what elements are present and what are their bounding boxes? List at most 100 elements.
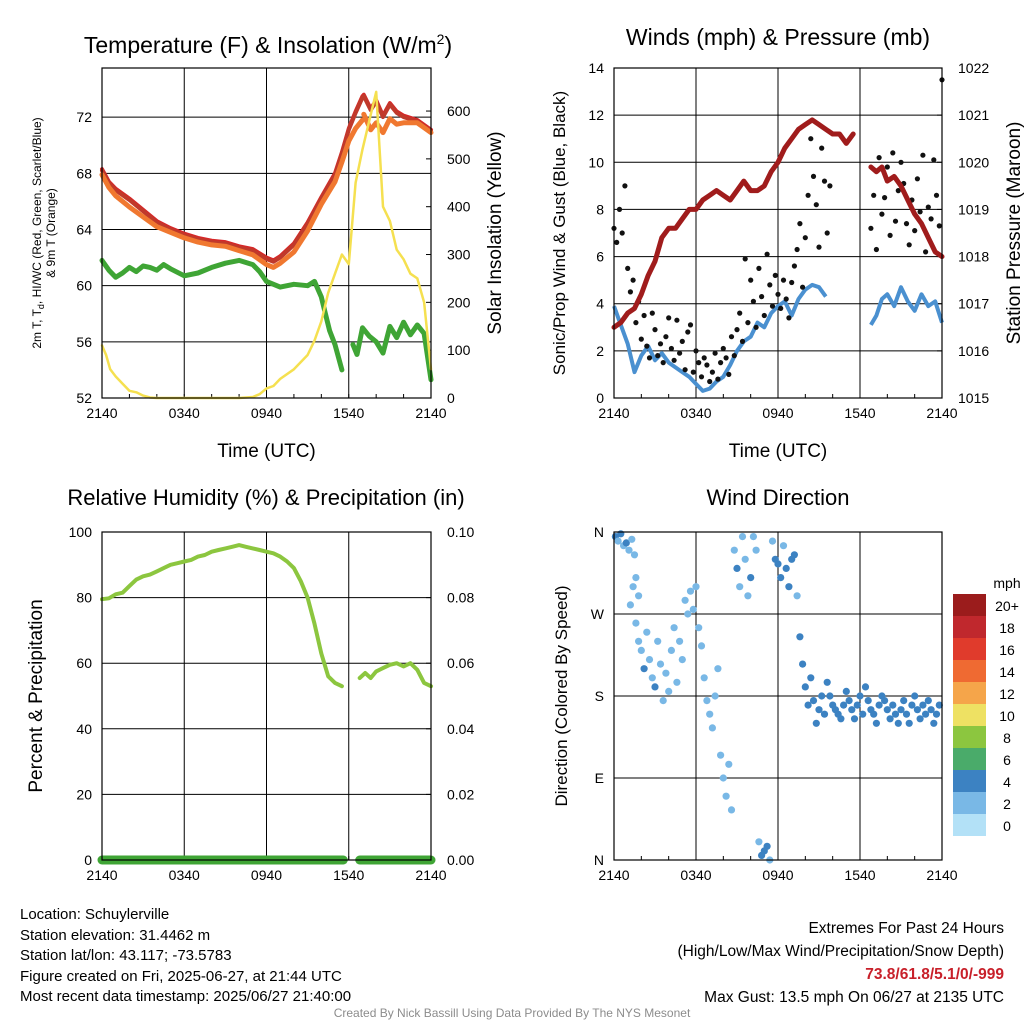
wdir-point [850,715,859,723]
winds-gust-point [753,324,759,330]
wdir-legend-label: 6 [1003,752,1011,768]
wdir-point [872,719,881,727]
temp-x-tick-label: 1540 [333,405,364,421]
wdir-point [922,710,930,718]
winds-y2-tick-label: 1018 [958,249,989,265]
temp-y2-tick-label: 400 [447,199,471,215]
wdir-x-tick-label: 2140 [598,867,629,883]
winds-y-tick-label: 4 [596,296,604,312]
rh-y-tick-label: 80 [76,590,92,606]
winds-gust-point [646,355,653,361]
winds-plot-border [613,67,943,399]
wdir-point [845,697,853,705]
temp-y-tick-label: 64 [76,221,92,237]
wdir-point [861,683,870,691]
winds-y-tick-label: 14 [588,60,604,76]
wdir-point [630,551,639,559]
extremes-subheading: (High/Low/Max Wind/Precipitation/Snow De… [677,943,1005,960]
figure-created: Figure created on Fri, 2025-06-27, at 21… [20,967,342,985]
winds-gust-point [802,235,808,241]
temp-y-tick-label: 68 [76,165,92,181]
winds-gust-point [614,239,620,245]
wdir-point [848,706,856,714]
wdir-legend-swatch [953,616,986,638]
winds-gust-point [923,249,929,255]
winds-gust-point [696,360,702,366]
wdir-point [635,592,643,600]
wdir-point [700,674,708,682]
temp-y-label-part: 2m T, T [30,308,44,348]
winds-gust-point [778,305,784,311]
wdir-point [807,674,815,682]
winds-series-pressure [868,164,945,260]
winds-gust-point [707,378,713,385]
rh-x-tick-label: 0940 [251,867,282,883]
winds-x-tick-label: 2140 [926,405,957,421]
wdir-point [818,692,826,700]
wdir-legend-swatch [953,770,986,792]
wdir-legend-label: 10 [999,708,1015,724]
wdir-point [628,535,636,543]
wdir-point [864,697,872,705]
wdir-point [711,692,719,700]
temp-x-tick-label: 2140 [86,405,117,421]
wdir-point [651,683,659,691]
rh-y2-tick-label: 0.04 [447,721,474,737]
wdir-plot-border [613,531,943,861]
wdir-point [667,646,676,655]
wdir-point [632,574,640,582]
temp-y-tick-label: 60 [76,278,92,294]
rh-x-tick-label: 2140 [415,867,446,883]
wdir-point [625,546,633,554]
wdir-legend-label: 14 [999,664,1015,680]
wdir-point [648,674,656,682]
wdir-point [919,701,927,709]
temp-plot-border [101,67,432,399]
wdir-point [665,687,673,696]
winds-gust-point [933,192,940,198]
winds-gust-point [895,188,901,194]
wdir-point [727,806,736,814]
winds-gust-point [873,246,880,253]
winds-gust-point [808,136,814,142]
winds-gust-point [655,353,661,359]
rh-y-tick-label: 60 [76,655,92,671]
wdir-point [722,792,730,800]
wdir-legend-label: 12 [999,686,1015,702]
winds-gust-point [660,360,666,366]
winds-x-tick-label: 0940 [762,405,793,421]
winds-gust-point [668,345,675,352]
wdir-x-tick-label: 0340 [680,867,711,883]
winds-gust-point [720,345,726,352]
wdir-y-label: Direction (Colored By Speed) [552,585,571,806]
winds-gust-point [759,294,765,300]
wdir-point [777,574,785,582]
winds-gust-point [633,320,639,326]
rh-y2-tick-label: 0.06 [447,655,474,671]
wdir-point [804,701,812,709]
wdir-legend-label: 4 [1003,774,1011,790]
max-gust: Max Gust: 13.5 mph On 06/27 at 2135 UTC [704,989,1004,1006]
extremes-values: 73.8/61.8/5.1/0/-999 [865,966,1004,983]
wdir-point [744,592,752,600]
wdir-point [629,583,637,591]
winds-gust-point [671,357,677,363]
wdir-point [905,719,913,727]
wdir-legend-label: 18 [999,620,1015,636]
wdir-legend-swatch [953,792,986,814]
wdir-point [908,701,916,709]
wdir-legend-swatch [953,638,986,660]
winds-gust-point [775,291,781,297]
wdir-point [695,624,703,632]
wdir-legend-label: 16 [999,642,1015,658]
wdir-point [768,537,777,545]
wdir-point [790,551,799,559]
wdir-point [837,715,845,723]
winds-gust-point [819,145,825,151]
winds-gust-point [868,225,874,231]
temp-y2-tick-label: 600 [447,103,471,119]
winds-gust-point [912,228,918,234]
wdir-point [637,646,645,655]
winds-gust-point [728,334,735,340]
winds-gust-point [731,353,737,359]
